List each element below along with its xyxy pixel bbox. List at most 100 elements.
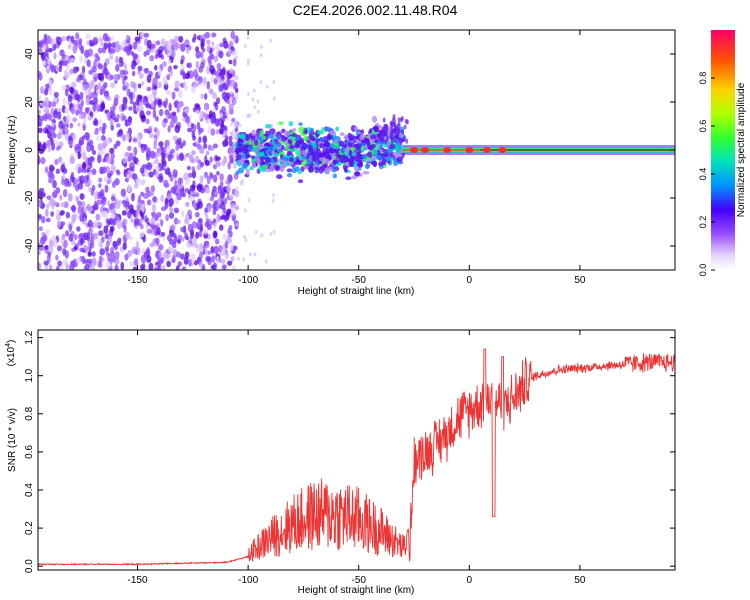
spectrogram-noise-cell — [228, 225, 233, 231]
spectrogram-noise-cell — [227, 48, 233, 56]
spectrogram-noise-cell — [172, 169, 178, 178]
spectrogram-noise-cell — [51, 101, 57, 108]
spectrogram-noise-cell — [122, 218, 128, 226]
spectrogram-noise-cell — [192, 135, 197, 141]
spectrogram-signal-blob — [443, 147, 452, 153]
spectrogram-noise-cell — [77, 122, 81, 128]
spectrogram-onset-cell — [385, 125, 389, 131]
spectrogram-noise-cell — [215, 97, 221, 105]
snr-xtick-label: 0 — [467, 575, 473, 586]
spectrogram-noise-cell — [38, 187, 45, 194]
spectrogram-noise-cell — [79, 193, 85, 200]
spectrogram-noise-cell — [151, 203, 157, 213]
spectrogram-noise-cell — [173, 207, 179, 214]
spectrogram-noise-cell — [86, 258, 93, 264]
spectrogram-noise-cell — [122, 135, 127, 142]
spectrogram-noise-cell — [45, 217, 51, 223]
spectrogram-onset-cell — [283, 130, 291, 137]
spectrogram-noise-cell — [103, 225, 109, 234]
spectrogram-onset-cell — [348, 142, 353, 148]
spectrogram-noise-cell — [85, 132, 90, 142]
spectrogram-onset-cell — [273, 153, 279, 158]
spectrogram-noise-cell — [48, 264, 53, 270]
spectrogram-noise-cell — [95, 89, 101, 94]
spectrogram-noise-cell — [204, 248, 209, 257]
spectrogram-noise-cell — [194, 103, 200, 109]
spectrogram-noise-cell — [133, 183, 139, 189]
colorbar-label: Normalized spectral amplitude — [736, 82, 747, 217]
spectrogram-noise-cell — [53, 239, 58, 248]
spectrogram-noise-cell — [108, 256, 114, 264]
spectrogram-noise-cell — [146, 162, 153, 171]
spectrogram-noise-cell — [272, 193, 276, 198]
spectrogram-noise-cell — [38, 127, 43, 134]
spectrogram-noise-cell — [177, 234, 183, 241]
spectrogram-noise-cell — [47, 177, 53, 183]
spectrogram-noise-cell — [221, 258, 226, 265]
spectrogram-noise-cell — [110, 153, 115, 159]
spectrogram-noise-cell — [114, 258, 120, 265]
spectrogram-noise-cell — [64, 88, 69, 97]
spectrogram-noise-cell — [97, 191, 103, 200]
spectrogram-noise-cell — [203, 228, 209, 235]
spectrogram-noise-cell — [158, 251, 163, 259]
spectrogram-onset-cell — [347, 132, 352, 137]
spectrogram-onset-cell — [306, 158, 312, 165]
spectrogram-noise-cell — [209, 172, 214, 179]
spectrogram-noise-cell — [137, 83, 142, 89]
spectrogram-onset-cell — [247, 145, 254, 151]
colorbar-gradient — [711, 30, 735, 270]
spectrogram-noise-cell — [86, 167, 91, 173]
spectrogram-noise-cell — [98, 255, 103, 264]
spectrogram-noise-cell — [101, 236, 105, 243]
spectrogram-noise-cell — [132, 41, 138, 50]
spectrogram-noise-cell — [203, 240, 210, 246]
spectrogram-noise-cell — [191, 221, 197, 229]
spectrogram-noise-cell — [228, 68, 234, 74]
spectrogram-onset-cell — [237, 143, 243, 151]
spectrogram-noise-cell — [86, 59, 91, 68]
spectrogram-noise-cell — [271, 198, 275, 203]
spectrogram-noise-cell — [188, 62, 193, 69]
spectrogram-noise-cell — [42, 100, 47, 107]
spectrogram-noise-cell — [212, 262, 217, 270]
spectrogram-noise-cell — [124, 253, 129, 261]
spectrogram-noise-cell — [152, 113, 157, 119]
spectrogram-noise-cell — [98, 177, 103, 183]
spectrogram-noise-cell — [85, 33, 90, 39]
spectrogram-noise-cell — [198, 230, 203, 238]
spectrogram-noise-cell — [107, 219, 112, 225]
spectrogram-noise-cell — [147, 125, 153, 131]
spectrogram-onset-cell — [331, 169, 337, 173]
spectrogram-noise-cell — [69, 264, 75, 270]
spectrogram-ytick-label: -40 — [24, 238, 35, 253]
spectrogram-noise-cell — [188, 258, 192, 267]
spectrogram-noise-cell — [132, 266, 139, 270]
spectrogram-noise-cell — [139, 179, 145, 187]
spectrogram-onset-cell — [382, 117, 386, 123]
spectrogram-noise-cell — [224, 197, 228, 205]
spectrogram-noise-cell — [117, 199, 122, 205]
spectrogram-noise-cell — [93, 96, 99, 105]
spectrogram-onset-cell — [349, 147, 357, 151]
spectrogram-noise-cell — [150, 211, 156, 217]
spectrogram-noise-cell — [214, 118, 220, 127]
spectrogram-noise-cell — [203, 76, 207, 84]
spectrogram-onset-cell — [334, 138, 339, 143]
spectrogram-noise-cell — [85, 174, 90, 182]
spectrogram-onset-cell — [269, 165, 275, 172]
spectrogram-noise-cell — [75, 109, 80, 116]
spectrogram-noise-cell — [109, 106, 116, 115]
snr-xtick-label: 50 — [574, 575, 586, 586]
spectrogram-noise-cell — [122, 96, 128, 105]
spectrogram-noise-cell — [135, 107, 141, 113]
spectrogram-noise-cell — [40, 215, 46, 224]
spectrogram-noise-cell — [231, 264, 237, 270]
spectrogram-onset-cell — [240, 154, 245, 159]
spectrogram-noise-cell — [154, 65, 158, 71]
spectrogram-noise-cell — [71, 214, 77, 223]
spectrogram-onset-cell — [397, 117, 401, 123]
colorbar-tick-label: 0.4 — [698, 168, 708, 181]
spectrogram-noise-cell — [94, 200, 98, 210]
spectrogram-onset-cell — [386, 136, 390, 142]
